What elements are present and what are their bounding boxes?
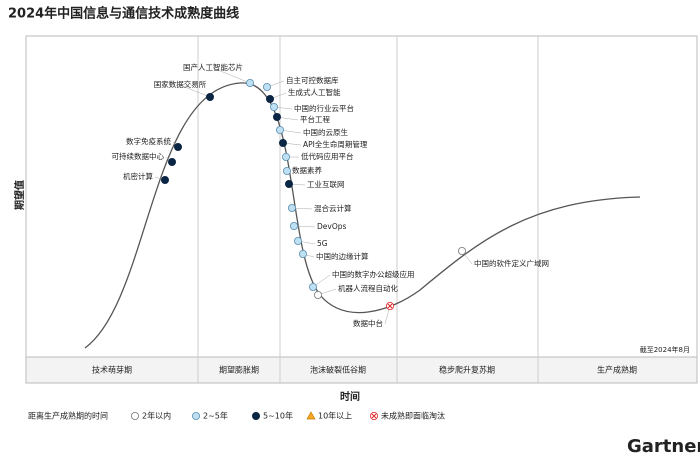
marker xyxy=(284,179,293,188)
note: 截至2024年8月 xyxy=(640,345,690,354)
phase-label: 期望膨胀期 xyxy=(219,365,259,375)
marker xyxy=(306,411,316,420)
tech-label: 工业互联网 xyxy=(307,179,345,189)
legend-label: 未成熟即面临淘汰 xyxy=(381,411,445,421)
tech-label: 混合云计算 xyxy=(314,203,352,213)
legend-title: 距离生产成熟期的时间 xyxy=(28,411,108,421)
marker xyxy=(173,142,182,151)
tech-label: 数字免疫系统 xyxy=(126,136,171,146)
tech-label: 国产人工智能芯片 xyxy=(183,62,243,72)
marker xyxy=(313,290,322,299)
marker xyxy=(308,282,317,291)
marker xyxy=(287,203,296,212)
leader xyxy=(179,84,211,98)
leader xyxy=(212,67,251,84)
marker xyxy=(278,138,287,147)
phase-label: 生产成熟期 xyxy=(597,365,637,375)
marker xyxy=(293,236,302,245)
tech-label: 可持续数据中心 xyxy=(112,151,165,161)
tech-label: DevOps xyxy=(317,222,346,231)
marker xyxy=(245,79,254,88)
marker xyxy=(251,411,260,420)
tech-label: 平台工程 xyxy=(300,114,330,124)
marker xyxy=(167,157,176,166)
marker xyxy=(269,103,278,112)
tech-label: 中国的软件定义广域网 xyxy=(474,258,549,268)
phase-bar xyxy=(25,356,698,384)
title: 2024年中国信息与通信技术成熟度曲线 xyxy=(8,6,239,22)
marker xyxy=(457,246,466,255)
tech-label: API全生命周期管理 xyxy=(303,139,368,149)
legend-label: 2年以内 xyxy=(142,411,171,421)
marker xyxy=(160,175,169,184)
marker xyxy=(130,411,139,420)
phase-dividers xyxy=(197,36,539,383)
tech-label: 数据素养 xyxy=(292,165,322,175)
tech-label: 自主可控数据库 xyxy=(286,75,339,85)
marker-cross xyxy=(387,303,393,309)
hype-curve xyxy=(84,82,641,349)
tech-label: 低代码应用平台 xyxy=(301,151,354,161)
marker xyxy=(289,221,298,230)
marker xyxy=(282,166,291,175)
tech-label: 国家数据交易所 xyxy=(154,79,207,89)
brand: Gartner xyxy=(627,436,700,457)
plot-frame xyxy=(25,35,698,358)
marker xyxy=(265,95,274,104)
x-axis-label: 时间 xyxy=(340,390,360,403)
tech-label: 生成式人工智能 xyxy=(288,87,341,97)
tech-label: 5G xyxy=(317,239,328,248)
legend-label: 2~5年 xyxy=(203,411,228,421)
phase-label: 技术萌芽期 xyxy=(92,365,132,375)
marker xyxy=(298,249,307,258)
marker xyxy=(272,113,281,122)
tech-label: 中国的行业云平台 xyxy=(294,103,354,113)
marker-cross xyxy=(371,413,377,419)
tech-label: 中国的云原生 xyxy=(303,127,348,137)
legend-label: 10年以上 xyxy=(318,411,352,421)
y-axis-label: 期望值 xyxy=(13,180,26,210)
legend-label: 5~10年 xyxy=(263,411,293,421)
marker xyxy=(205,93,214,102)
tech-label: 中国的边缘计算 xyxy=(316,251,369,261)
marker xyxy=(262,83,271,92)
marker xyxy=(275,126,284,135)
marker xyxy=(191,411,200,420)
phase-label: 稳步爬升复苏期 xyxy=(439,365,495,375)
marker xyxy=(281,152,290,161)
tech-label: 中国的数字办公超级应用 xyxy=(332,269,415,279)
phase-label: 泡沫破裂低谷期 xyxy=(310,365,366,375)
tech-label: 机器人流程自动化 xyxy=(338,283,398,293)
tech-label: 机密计算 xyxy=(123,171,153,181)
tech-label: 数据中台 xyxy=(353,318,383,328)
